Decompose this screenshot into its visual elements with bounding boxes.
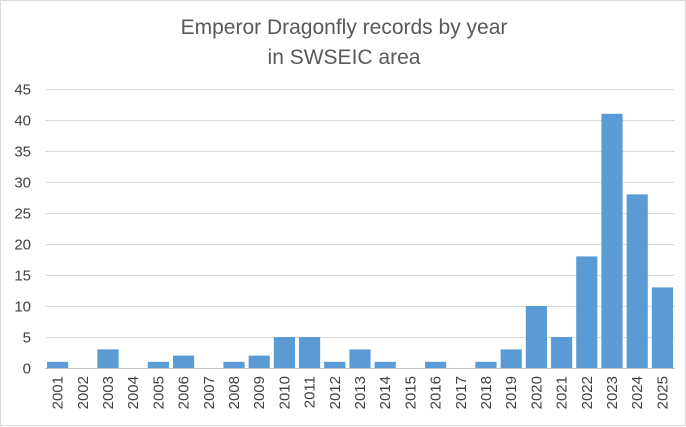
y-tick-label: 35 [14, 144, 31, 161]
y-tick-label: 0 [23, 361, 31, 378]
x-tick-label: 2019 [503, 376, 520, 409]
bar-2025 [651, 287, 673, 368]
bar-2011 [299, 337, 321, 368]
x-tick-label: 2016 [428, 376, 445, 409]
y-tick-label: 25 [14, 206, 31, 223]
gridlines [45, 89, 675, 369]
y-tick-label: 30 [14, 175, 31, 192]
bar-2005 [147, 361, 169, 368]
x-tick-label: 2006 [176, 376, 193, 409]
y-tick-label: 10 [14, 299, 31, 316]
x-axis-ticks: 2001 2002 2003 2004 2005 2006 2007 2008 2009 2010… [50, 376, 672, 409]
bar-2013 [349, 349, 371, 368]
x-tick-label: 2002 [75, 376, 92, 409]
x-tick-label: 2020 [528, 376, 545, 409]
x-tick-label: 2014 [377, 376, 394, 409]
x-tick-label: 2004 [125, 376, 142, 409]
x-tick-label: 2009 [251, 376, 268, 409]
y-tick-label: 15 [14, 268, 31, 285]
bar-2014 [374, 361, 396, 368]
chart-title-line-1: Emperor Dragonfly records by year [181, 16, 508, 39]
x-tick-label: 2018 [478, 376, 495, 409]
bar-2023 [601, 113, 623, 368]
bar-2019 [500, 349, 522, 368]
bar-2020 [525, 306, 547, 368]
y-tick-label: 45 [14, 82, 31, 99]
chart-title-line-2: in SWSEIC area [268, 46, 421, 69]
x-tick-label: 2022 [579, 376, 596, 409]
x-tick-label: 2005 [150, 376, 167, 409]
x-tick-label: 2011 [302, 376, 319, 408]
x-tick-label: 2012 [327, 376, 344, 409]
bar-2010 [273, 337, 295, 368]
x-tick-label: 2003 [100, 376, 117, 409]
x-tick-label: 2007 [201, 376, 218, 409]
x-tick-label: 2021 [554, 376, 571, 409]
bar-2024 [626, 194, 648, 368]
bar-2003 [97, 349, 119, 368]
y-tick-label: 5 [23, 330, 31, 347]
bars [47, 113, 673, 368]
bar-2018 [475, 361, 497, 368]
x-tick-label: 2024 [629, 376, 646, 409]
y-tick-label: 20 [14, 237, 31, 254]
bar-2001 [47, 361, 69, 368]
bar-2022 [576, 256, 598, 368]
y-tick-label: 40 [14, 113, 31, 130]
x-tick-label: 2015 [402, 376, 419, 409]
x-tick-label: 2010 [276, 376, 293, 409]
bar-2021 [551, 337, 573, 368]
x-tick-label: 2025 [654, 376, 671, 409]
bar-2012 [324, 361, 346, 368]
bar-2009 [248, 355, 270, 368]
x-tick-label: 2001 [50, 376, 67, 409]
bar-2016 [425, 361, 447, 368]
x-tick-label: 2023 [604, 376, 621, 409]
x-tick-label: 2008 [226, 376, 243, 409]
bar-2008 [223, 361, 245, 368]
x-tick-label: 2017 [453, 376, 470, 409]
x-tick-label: 2013 [352, 376, 369, 409]
y-axis-ticks: 0 5 10 15 20 25 30 35 40 45 [14, 82, 31, 378]
bar-2006 [173, 355, 195, 368]
